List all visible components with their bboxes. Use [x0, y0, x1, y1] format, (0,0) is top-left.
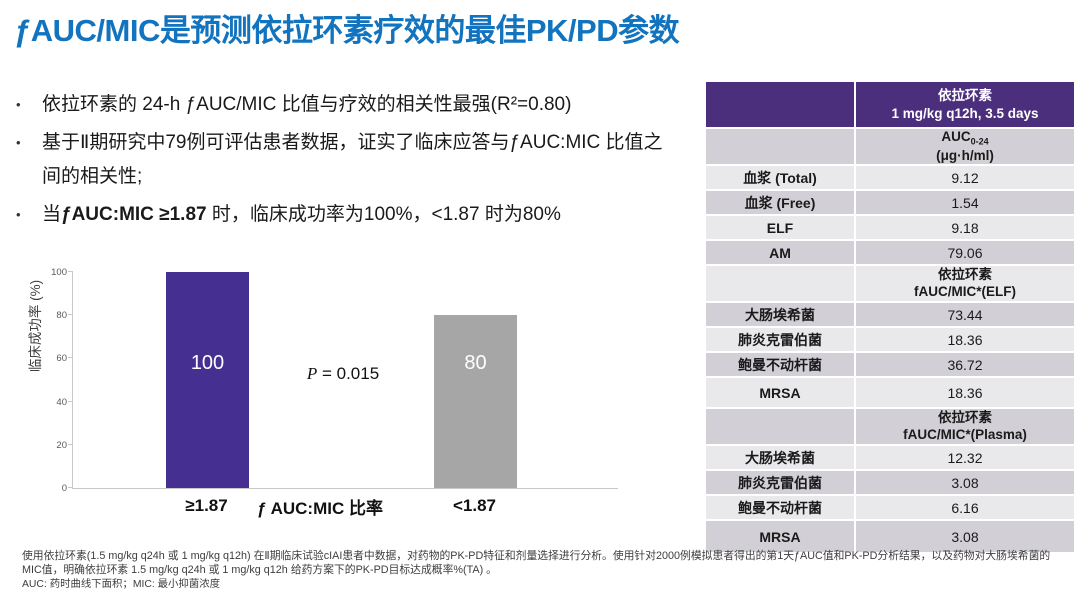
row-value: 1.54: [951, 194, 979, 211]
bullet-text-bold: ƒAUC:MIC ≥1.87: [61, 204, 207, 225]
table-subheader-row: AUC0-24 (μg·h/ml): [706, 129, 1074, 166]
table-row: AM 79.06: [706, 241, 1074, 266]
table-row: 血浆 (Free) 1.54: [706, 191, 1074, 216]
footnote: 使用依拉环素(1.5 mg/kg q24h 或 1 mg/kg q12h) 在Ⅱ…: [22, 550, 1074, 591]
row-value: 73.44: [947, 306, 983, 323]
table-header-row: 依拉环素 1 mg/kg q12h, 3.5 days: [706, 82, 1074, 129]
pk-pd-table: 依拉环素 1 mg/kg q12h, 3.5 days AUC0-24 (μg·…: [706, 82, 1074, 552]
table-row: 大肠埃希菌 73.44: [706, 303, 1074, 328]
table-row: 肺炎克雷伯菌 18.36: [706, 328, 1074, 353]
bullet-item-3: • 当ƒAUC:MIC ≥1.87 时，临床成功率为100%，<1.87 时为8…: [16, 198, 664, 232]
row-label: AM: [706, 241, 856, 264]
table-row: 血浆 (Total) 9.12: [706, 166, 1074, 191]
row-value: 18.36: [947, 331, 983, 348]
p-symbol: P: [306, 364, 318, 383]
page-title: ƒAUC/MIC是预测依拉环素疗效的最佳PK/PD参数: [14, 13, 680, 48]
row-label: 血浆 (Free): [706, 191, 856, 214]
row-value: 3.08: [951, 528, 979, 545]
table-row: 大肠埃希菌 12.32: [706, 446, 1074, 471]
bullet-text-pre: 当: [42, 204, 62, 225]
table-row: 鲍曼不动杆菌 36.72: [706, 353, 1074, 378]
bar-ge-1.87: 100: [166, 272, 249, 488]
row-label: 血浆 (Total): [706, 166, 856, 189]
x-axis-title: ƒ AUC:MIC 比率: [257, 499, 383, 518]
row-value: 18.36: [947, 384, 983, 401]
y-tickmark: [68, 357, 73, 359]
y-tick-0: 0: [61, 483, 67, 494]
row-value: 79.06: [947, 244, 983, 261]
header-drug-name: 依拉环素: [938, 87, 992, 103]
bullet-text: 依拉环素的 24-h ƒAUC/MIC 比值与疗效的相关性最强(R²=0.80): [42, 94, 572, 115]
row-value: 3.08: [951, 474, 979, 491]
table-row: 肺炎克雷伯菌 3.08: [706, 471, 1074, 496]
y-tickmark: [68, 314, 73, 316]
y-tickmark: [68, 443, 73, 445]
footnote-abbreviations: AUC: 药时曲线下面积；MIC: 最小抑菌浓度: [22, 578, 220, 590]
bullet-marker: •: [16, 97, 21, 112]
row-label: 肺炎克雷伯菌: [706, 328, 856, 351]
header-cell: 依拉环素 1 mg/kg q12h, 3.5 days: [856, 82, 1074, 127]
row-value: 9.18: [951, 219, 979, 236]
table-row: MRSA 18.36: [706, 378, 1074, 409]
plot-area: 0 20 40 60 80 100 100 80 P = 0.015: [51, 267, 618, 494]
bullet-text-post: 时，临床成功率为100%，<1.87 时为80%: [206, 204, 561, 225]
x-category-ge: ≥1.87: [185, 496, 228, 515]
bullet-text: 当ƒAUC:MIC ≥1.87 时，临床成功率为100%，<1.87 时为80%: [42, 198, 664, 232]
p-value: = 0.015: [317, 364, 380, 383]
subheader-auc: AUC0-24: [941, 128, 989, 147]
table-subheader-row: 依拉环素 fAUC/MIC*(Plasma): [706, 409, 1074, 446]
row-label: MRSA: [706, 521, 856, 552]
header-dose: 1 mg/kg q12h, 3.5 days: [891, 105, 1039, 121]
bar-value-label: 80: [464, 352, 487, 375]
row-label: 肺炎克雷伯菌: [706, 471, 856, 494]
row-value: 36.72: [947, 356, 983, 373]
bullet-list: • 依拉环素的 24-h ƒAUC/MIC 比值与疗效的相关性最强(R²=0.8…: [16, 88, 664, 236]
row-label: 鲍曼不动杆菌: [706, 353, 856, 376]
y-tick-20: 20: [56, 439, 67, 451]
bar-chart: 临床成功率 (%) 0 20 40 60 80 100 100 80 P = 0…: [20, 256, 680, 548]
bullet-marker: •: [16, 135, 21, 150]
y-tick-100: 100: [51, 267, 67, 278]
subheader-unit: (μg·h/ml): [936, 147, 994, 163]
table-row: MRSA 3.08: [706, 521, 1074, 552]
p-value-annotation: P = 0.015: [263, 364, 423, 384]
row-label: ELF: [706, 216, 856, 239]
bar-lt-1.87: 80: [434, 315, 517, 488]
row-value: 9.12: [951, 169, 979, 186]
x-category-lt: <1.87: [452, 496, 496, 515]
footnote-line-1: 使用依拉环素(1.5 mg/kg q24h 或 1 mg/kg q12h) 在Ⅱ…: [22, 550, 1051, 562]
table-row: 鲍曼不动杆菌 6.16: [706, 496, 1074, 521]
row-label: 鲍曼不动杆菌: [706, 496, 856, 519]
bullet-text: 基于Ⅱ期研究中79例可评估患者数据，证实了临床应答与ƒAUC:MIC 比值之间的…: [42, 132, 663, 187]
y-tick-60: 60: [56, 353, 67, 365]
y-tickmark: [68, 487, 73, 488]
y-tickmark: [68, 271, 73, 272]
bullet-item-2: • 基于Ⅱ期研究中79例可评估患者数据，证实了临床应答与ƒAUC:MIC 比值之…: [16, 126, 664, 194]
row-label: 大肠埃希菌: [706, 303, 856, 326]
bullet-item-1: • 依拉环素的 24-h ƒAUC/MIC 比值与疗效的相关性最强(R²=0.8…: [16, 88, 664, 122]
bullet-marker: •: [16, 207, 21, 222]
header-empty-cell: [706, 82, 856, 127]
row-value: 6.16: [951, 499, 979, 516]
bar-value-label: 100: [190, 352, 225, 374]
row-value: 12.32: [947, 449, 983, 466]
row-label: MRSA: [706, 378, 856, 407]
table-subheader-row: 依拉环素 fAUC/MIC*(ELF): [706, 266, 1074, 303]
row-label: 大肠埃希菌: [706, 446, 856, 469]
table-row: ELF 9.18: [706, 216, 1074, 241]
footnote-line-2: MIC值，明确依拉环素 1.5 mg/kg q24h 或 1 mg/kg q12…: [22, 563, 497, 576]
y-tick-40: 40: [56, 396, 67, 408]
y-tick-80: 80: [56, 310, 67, 322]
y-tickmark: [68, 400, 73, 402]
